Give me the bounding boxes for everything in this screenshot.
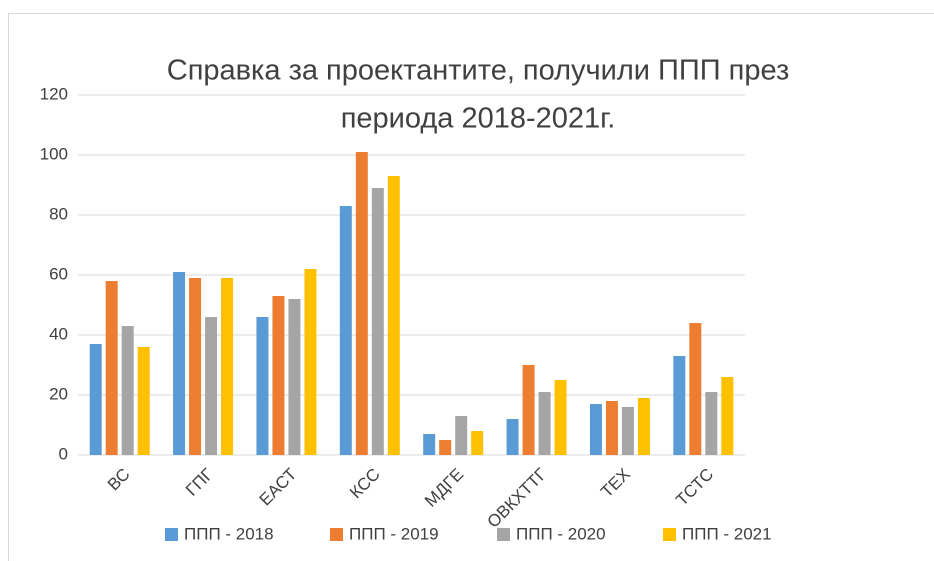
bar — [621, 407, 634, 455]
y-tick-label: 100 — [40, 144, 68, 163]
bar — [455, 416, 468, 455]
x-tick-label: ВС — [104, 465, 134, 495]
bar — [538, 392, 551, 455]
y-tick-label: 20 — [49, 384, 68, 403]
chart-border — [8, 13, 934, 561]
chart-title: Справка за проектантите, получили ППП пр… — [167, 55, 790, 87]
bar — [423, 434, 436, 455]
bar — [554, 380, 567, 455]
x-tick-label: КСС — [346, 465, 384, 503]
bar — [705, 392, 718, 455]
legend-swatch — [497, 528, 510, 541]
bar — [387, 176, 400, 455]
bar — [339, 206, 352, 455]
bar — [522, 365, 535, 455]
x-tick-label: ОВКХТТГ — [484, 465, 551, 532]
legend-label: ППП - 2021 — [682, 524, 772, 543]
bar — [256, 317, 269, 455]
legend-swatch — [330, 528, 343, 541]
legend-label: ППП - 2018 — [184, 524, 274, 543]
bar — [105, 281, 118, 455]
bar — [673, 356, 686, 455]
bar — [605, 401, 618, 455]
bar — [637, 398, 650, 455]
bar — [439, 440, 452, 455]
bar — [189, 278, 202, 455]
bar — [355, 152, 368, 455]
y-tick-label: 80 — [49, 204, 68, 223]
y-tick-label: 60 — [49, 264, 68, 283]
bar — [471, 431, 484, 455]
y-tick-label: 120 — [40, 84, 68, 103]
legend-swatch — [663, 528, 676, 541]
y-tick-label: 40 — [49, 324, 68, 343]
x-tick-label: ЕАСТ — [256, 465, 301, 510]
bar — [89, 344, 102, 455]
x-tick-label: ТЕХ — [597, 465, 634, 502]
bar — [137, 347, 150, 455]
y-tick-label: 0 — [59, 444, 68, 463]
x-tick-label: ТСТС — [672, 465, 717, 510]
bar — [721, 377, 734, 455]
bar — [304, 269, 317, 455]
legend-label: ППП - 2020 — [516, 524, 606, 543]
bar — [173, 272, 186, 455]
bar — [288, 299, 301, 455]
x-tick-label: ГПГ — [182, 465, 217, 500]
legend-label: ППП - 2019 — [349, 524, 439, 543]
bar — [221, 278, 234, 455]
bar — [205, 317, 218, 455]
bar — [589, 404, 602, 455]
chart-title: периода 2018-2021г. — [341, 103, 616, 135]
legend-swatch — [165, 528, 178, 541]
bar — [506, 419, 519, 455]
bar — [689, 323, 702, 455]
x-tick-label: МДГЕ — [421, 465, 467, 511]
bar — [272, 296, 285, 455]
bar — [371, 188, 384, 455]
bar — [121, 326, 134, 455]
